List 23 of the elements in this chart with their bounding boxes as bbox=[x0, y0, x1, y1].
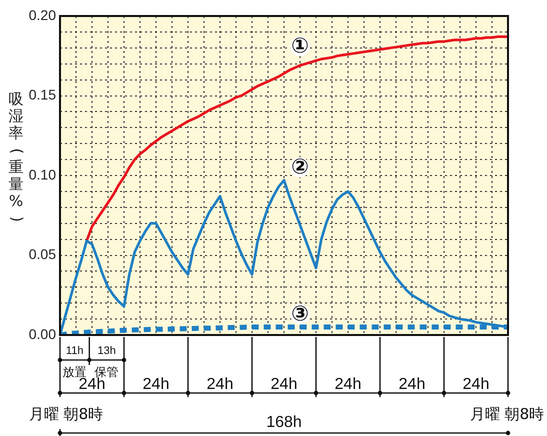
text: 24h bbox=[142, 376, 170, 393]
text: 24h bbox=[398, 376, 426, 393]
text: 保管 bbox=[94, 365, 119, 379]
series-label: ③ bbox=[291, 301, 309, 326]
y-tick-label: 0.15 bbox=[28, 86, 56, 103]
y-tick-label: 0.20 bbox=[28, 6, 56, 23]
text: 24h bbox=[270, 376, 298, 393]
text: 24h bbox=[334, 376, 362, 393]
text: 24h bbox=[206, 376, 234, 393]
y-tick-label: 0.00 bbox=[28, 326, 56, 342]
text: 24h bbox=[462, 376, 490, 393]
text: 月曜 朝8時 bbox=[470, 405, 544, 423]
y-axis-title: 吸湿率(重量%) bbox=[8, 90, 26, 222]
series-label: ② bbox=[291, 154, 309, 179]
y-tick-label: 0.05 bbox=[28, 246, 56, 262]
text: 13h bbox=[97, 345, 116, 357]
series-label: ① bbox=[291, 34, 309, 58]
text: 放置 bbox=[62, 365, 87, 379]
text: 168h bbox=[266, 414, 302, 431]
text: 24h bbox=[78, 376, 106, 393]
text: 11h bbox=[66, 345, 84, 357]
y-tick-label: 0.10 bbox=[28, 166, 56, 182]
text: 月曜 朝8時 bbox=[28, 405, 104, 423]
